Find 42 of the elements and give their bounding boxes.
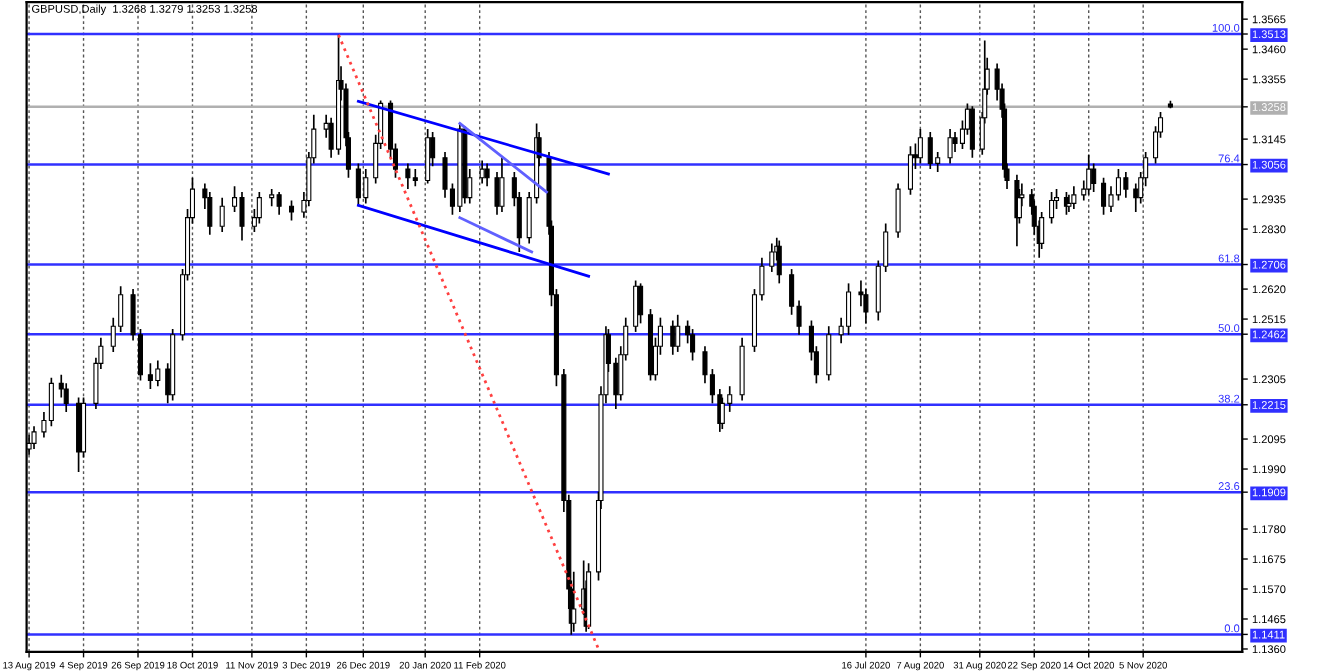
candlestick <box>155 359 161 388</box>
candlestick <box>863 288 869 325</box>
candlestick <box>355 162 361 208</box>
candlestick <box>638 282 644 325</box>
candlestick <box>363 168 369 205</box>
candlestick <box>219 196 225 233</box>
candlestick <box>927 131 933 170</box>
candlestick <box>917 128 923 165</box>
candlestick <box>1091 162 1097 193</box>
candlestick <box>1086 153 1092 196</box>
candlestick <box>1108 185 1114 213</box>
candlestick <box>442 151 448 199</box>
candlestick <box>769 242 775 273</box>
candlestick <box>288 199 295 222</box>
candlestick <box>846 282 852 336</box>
candlestick <box>675 313 681 353</box>
candlestick <box>256 191 262 225</box>
candlestick <box>484 162 490 188</box>
candlestick <box>895 182 901 239</box>
candlestick <box>412 168 418 188</box>
candlestick <box>1101 176 1107 216</box>
candlestick <box>1123 171 1129 199</box>
candlestick <box>690 328 696 362</box>
candlestick <box>147 362 153 390</box>
candlestick <box>633 279 639 333</box>
candlestick <box>826 325 832 382</box>
candlestick <box>425 128 431 185</box>
candlestick <box>276 191 282 216</box>
candlestick <box>1049 191 1055 225</box>
candlestick <box>969 105 975 159</box>
candlestick <box>63 382 69 413</box>
candlestick <box>907 145 913 196</box>
candlestick <box>48 376 54 428</box>
candlestick <box>947 128 953 165</box>
candlestick <box>405 162 411 190</box>
candlestick <box>1115 168 1121 202</box>
candlestick <box>207 191 213 236</box>
candlestick <box>239 191 245 242</box>
candlestick <box>1071 185 1077 210</box>
candlestick <box>269 188 275 208</box>
candlestick <box>670 319 676 356</box>
candlestick <box>499 156 505 213</box>
